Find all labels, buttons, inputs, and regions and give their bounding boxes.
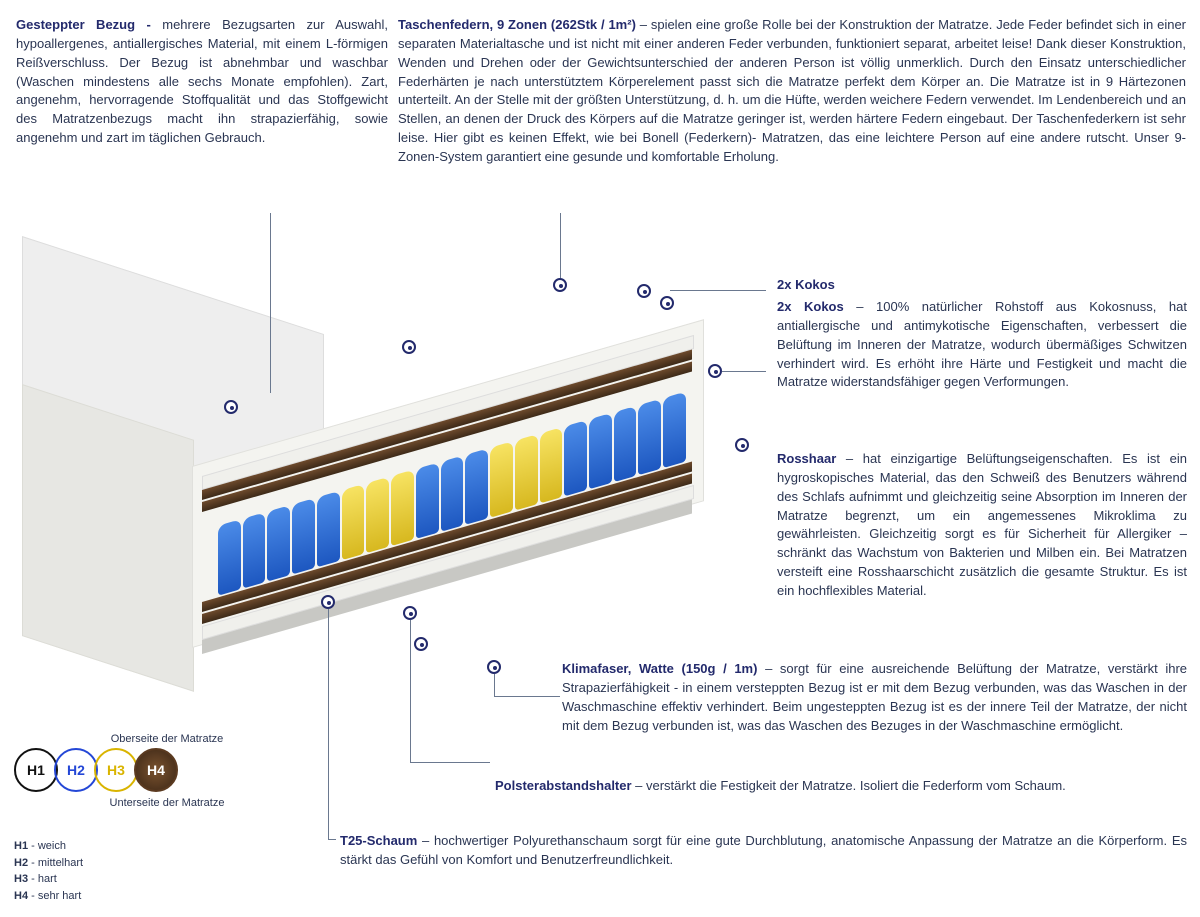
- klimafaser-title: Klimafaser, Watte (150g / 1m): [562, 661, 757, 676]
- t25-block: T25-Schaum – hochwertiger Polyurethansch…: [340, 832, 1187, 870]
- polster-text: – verstärkt die Festigkeit der Matratze.…: [632, 778, 1066, 793]
- kokos-block: 2x Kokos – 100% natürlicher Rohstoff aus…: [777, 298, 1187, 392]
- anchor-icon: [708, 364, 722, 378]
- t25-title: T25-Schaum: [340, 833, 417, 848]
- anchor-icon: [403, 606, 417, 620]
- hardness-legend: H1 - weich H2 - mittelhart H3 - hart H4 …: [14, 838, 83, 904]
- kokos-title2: 2x Kokos: [777, 299, 844, 314]
- hardness-h3-icon: H3: [94, 748, 138, 792]
- gesteppter-bezug-text: mehrere Bezugsarten zur Auswahl, hypoall…: [16, 17, 388, 145]
- t25-text: – hochwertiger Polyurethanschaum sorgt f…: [340, 833, 1187, 867]
- hardness-h4-icon: H4: [134, 748, 178, 792]
- kokos-title: 2x Kokos: [777, 276, 1187, 295]
- legend-bottom-label: Unterseite der Matratze: [92, 796, 242, 812]
- anchor-icon: [402, 340, 416, 354]
- anchor-icon: [321, 595, 335, 609]
- mattress-illustration: [2, 226, 772, 686]
- rosshaar-block: Rosshaar – hat einzigartige Belüftungsei…: [777, 450, 1187, 601]
- anchor-icon: [553, 278, 567, 292]
- hardness-h1-icon: H1: [14, 748, 58, 792]
- taschenfedern-text: – spielen eine große Rolle bei der Konst…: [398, 17, 1186, 164]
- rosshaar-title: Rosshaar: [777, 451, 836, 466]
- kokos-heading: 2x Kokos: [777, 276, 1187, 295]
- anchor-icon: [224, 400, 238, 414]
- anchor-icon: [637, 284, 651, 298]
- rosshaar-text: – hat einzigartige Belüftungseigenschaft…: [777, 451, 1187, 598]
- anchor-icon: [735, 438, 749, 452]
- klimafaser-block: Klimafaser, Watte (150g / 1m) – sorgt fü…: [562, 660, 1187, 735]
- hardness-h2-icon: H2: [54, 748, 98, 792]
- taschenfedern-block: Taschenfedern, 9 Zonen (262Stk / 1m²) – …: [398, 16, 1186, 167]
- anchor-icon: [414, 637, 428, 651]
- hardness-circles: H1 H2 H3 H4: [14, 748, 178, 792]
- anchor-icon: [487, 660, 501, 674]
- legend-top-label: Oberseite der Matratze: [92, 732, 242, 748]
- taschenfedern-title: Taschenfedern, 9 Zonen (262Stk / 1m²): [398, 17, 636, 32]
- polster-block: Polsterabstandshalter – verstärkt die Fe…: [495, 777, 1187, 796]
- polster-title: Polsterabstandshalter: [495, 778, 632, 793]
- anchor-icon: [660, 296, 674, 310]
- gesteppter-bezug-title: Gesteppter Bezug -: [16, 17, 162, 32]
- gesteppter-bezug-block: Gesteppter Bezug - mehrere Bezugsarten z…: [16, 16, 388, 148]
